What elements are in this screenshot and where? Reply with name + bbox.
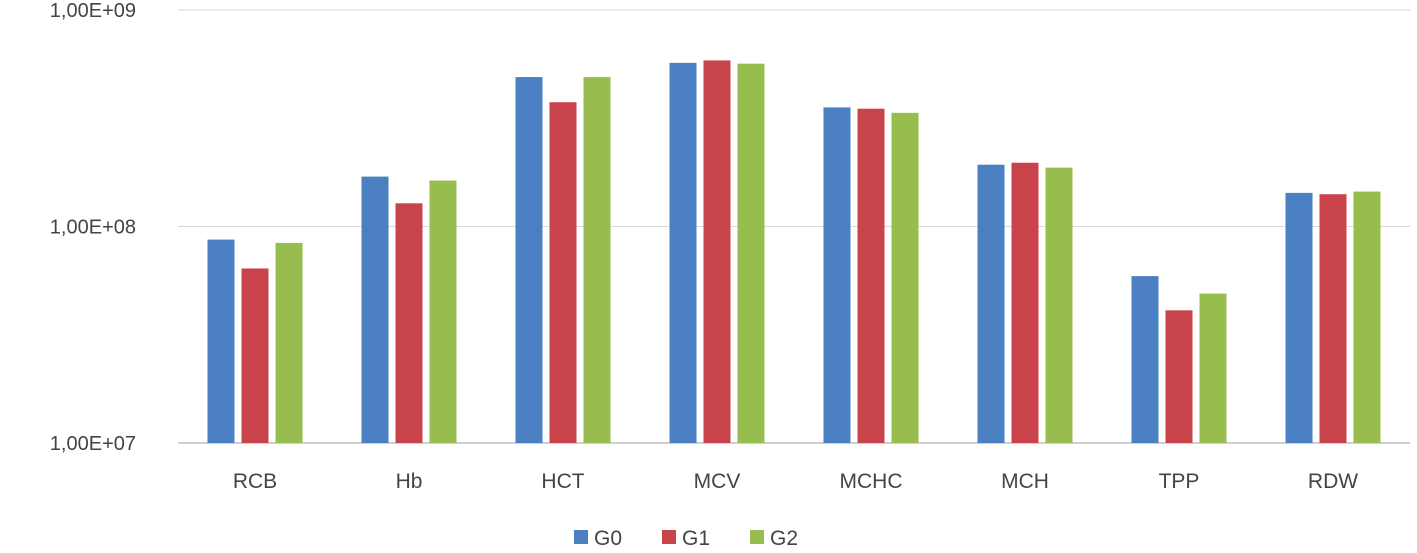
- bar-g1-hb: [395, 203, 423, 443]
- y-tick-label: 1,00E+09: [50, 0, 136, 22]
- bar-g0-hb: [361, 176, 389, 444]
- bar-g2-mcv: [737, 63, 765, 443]
- bar-g1-rdw: [1319, 194, 1347, 443]
- legend-swatch-g0: [574, 530, 588, 544]
- x-category-label: MCH: [1001, 470, 1049, 493]
- x-category-label: HCT: [541, 470, 584, 493]
- x-axis-categories: RCB Hb HCT MCV MCHC MCH TPP RDW: [233, 470, 1358, 493]
- bar-g0-rcb: [207, 239, 235, 443]
- legend-swatch-g1: [662, 530, 676, 544]
- bar-g2-tpp: [1199, 293, 1227, 443]
- legend-label-g1: G1: [682, 527, 710, 550]
- bar-g0-mcv: [669, 62, 697, 444]
- bar-g0-tpp: [1131, 276, 1159, 443]
- x-category-label: RDW: [1308, 470, 1358, 493]
- legend-swatch-g2: [750, 530, 764, 544]
- bar-g1-mchc: [857, 108, 885, 444]
- bar-g1-rcb: [241, 268, 269, 443]
- bar-g2-rcb: [275, 242, 303, 443]
- bars: [207, 60, 1381, 444]
- bar-g2-rdw: [1353, 191, 1381, 443]
- legend: G0 G1 G2: [574, 527, 798, 550]
- bar-g1-mcv: [703, 60, 731, 443]
- bar-g2-mchc: [891, 112, 919, 444]
- x-category-label: TPP: [1159, 470, 1200, 493]
- bar-g1-hct: [549, 102, 577, 443]
- x-category-label: RCB: [233, 470, 277, 493]
- bar-g1-tpp: [1165, 310, 1193, 443]
- y-axis-ticks: 1,00E+09 1,00E+08 1,00E+07: [50, 0, 136, 455]
- bar-g2-hct: [583, 77, 611, 444]
- bar-g2-mch: [1045, 167, 1073, 443]
- bar-g0-hct: [515, 77, 543, 444]
- bar-g1-mch: [1011, 162, 1039, 444]
- x-category-label: Hb: [396, 470, 423, 493]
- x-category-label: MCV: [694, 470, 741, 493]
- bar-g2-hb: [429, 180, 457, 443]
- y-tick-label: 1,00E+08: [50, 217, 136, 239]
- bar-g0-mchc: [823, 107, 851, 444]
- legend-label-g0: G0: [594, 527, 622, 550]
- x-category-label: MCHC: [840, 470, 903, 493]
- y-tick-label: 1,00E+07: [50, 433, 136, 455]
- bar-g0-mch: [977, 164, 1005, 443]
- legend-label-g2: G2: [770, 527, 798, 550]
- bar-g0-rdw: [1285, 192, 1313, 443]
